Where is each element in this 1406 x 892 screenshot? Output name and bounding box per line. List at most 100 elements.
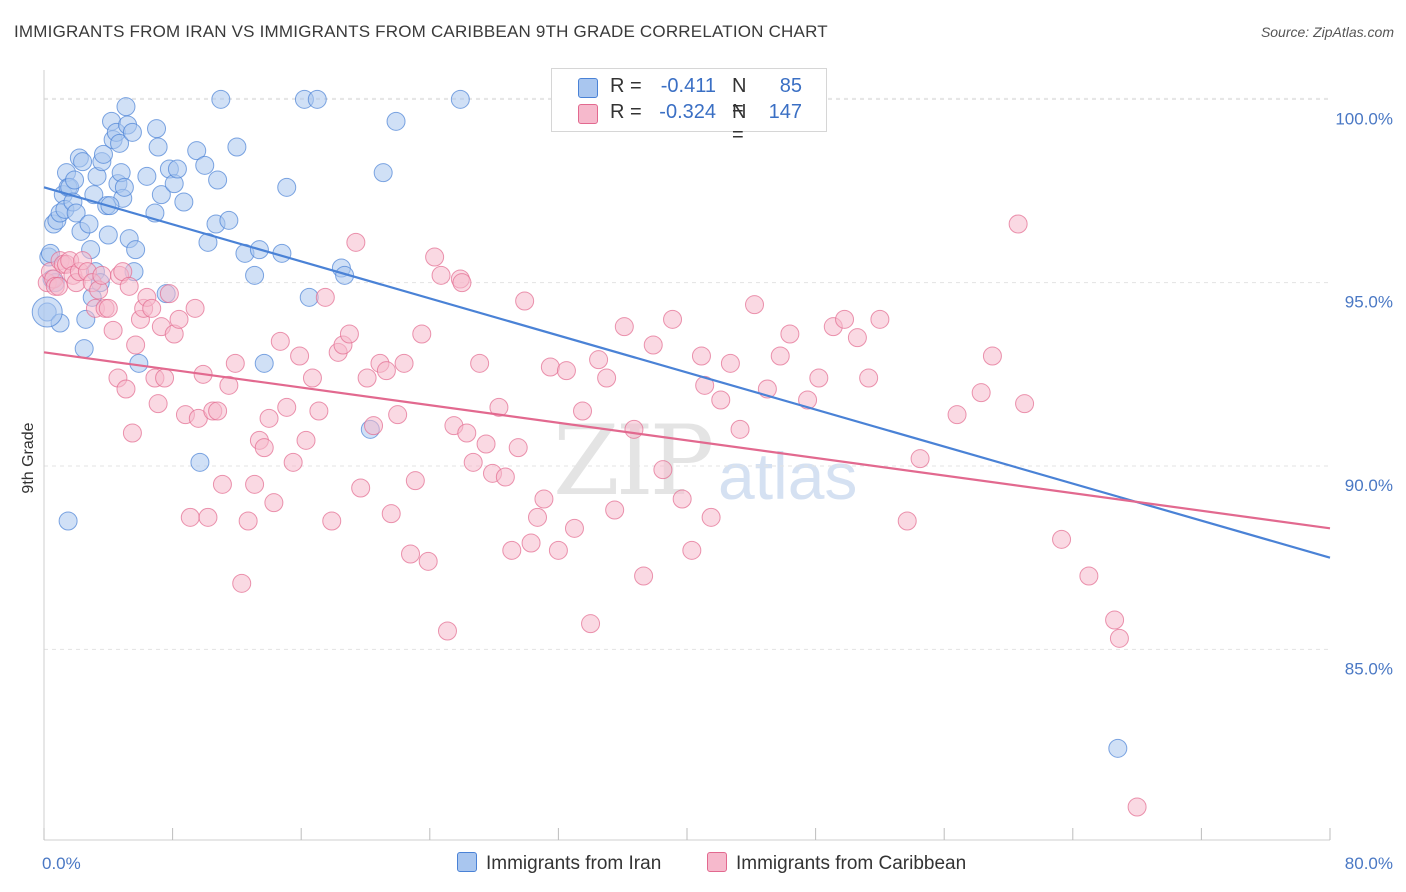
point-caribbean (643, 335, 663, 355)
point-caribbean (730, 419, 750, 439)
point-caribbean (798, 390, 818, 410)
point-caribbean (148, 394, 168, 414)
point-caribbean (691, 346, 711, 366)
point-caribbean (1015, 394, 1035, 414)
legend-swatch-caribbean (707, 852, 727, 872)
point-caribbean (745, 295, 765, 315)
point-caribbean (159, 284, 179, 304)
point-caribbean (476, 434, 496, 454)
axes (43, 70, 1331, 841)
point-caribbean (597, 368, 617, 388)
point-caribbean (431, 265, 451, 285)
point-caribbean (180, 507, 200, 527)
point-caribbean (1109, 628, 1129, 648)
point-iran (137, 166, 157, 186)
point-iran (335, 265, 355, 285)
y-axis-label: 9th Grade (20, 422, 37, 493)
point-iran (148, 137, 168, 157)
legend-label-iran: Immigrants from Iran (486, 853, 662, 874)
point-caribbean (412, 324, 432, 344)
point-iran (129, 353, 149, 373)
point-caribbean (663, 309, 683, 329)
point-caribbean (351, 478, 371, 498)
point-iran (187, 141, 207, 161)
point-caribbean (502, 540, 522, 560)
point-iran (198, 232, 218, 252)
n-label: N = (732, 101, 747, 146)
point-caribbean (515, 291, 535, 311)
y-tick-label: 90.0% (1345, 476, 1393, 495)
point-iran (84, 185, 104, 205)
point-iran (65, 170, 85, 190)
point-caribbean (1105, 610, 1125, 630)
point-caribbean (126, 335, 146, 355)
watermark-atlas: atlas (718, 439, 858, 513)
point-caribbean (528, 507, 548, 527)
legend-label-caribbean: Immigrants from Caribbean (736, 853, 967, 874)
point-caribbean (653, 460, 673, 480)
point-caribbean (489, 397, 509, 417)
r-value: -0.324 (659, 101, 716, 123)
point-caribbean (122, 423, 142, 443)
point-caribbean (835, 309, 855, 329)
y-tick-label: 85.0% (1345, 659, 1393, 678)
point-caribbean (470, 353, 490, 373)
point-caribbean (581, 614, 601, 634)
point-caribbean (589, 350, 609, 370)
series-iran-points (31, 89, 1128, 758)
point-caribbean (394, 353, 414, 373)
series-caribbean-points (37, 214, 1147, 817)
point-iran (93, 144, 113, 164)
point-caribbean (701, 507, 721, 527)
point-caribbean (495, 467, 515, 487)
point-caribbean (809, 368, 829, 388)
point-iran (98, 225, 118, 245)
point-caribbean (290, 346, 310, 366)
point-caribbean (401, 544, 421, 564)
grid-lines (44, 97, 1330, 650)
legend-swatch-iran (457, 852, 477, 872)
point-caribbean (910, 449, 930, 469)
point-caribbean (971, 383, 991, 403)
point-caribbean (437, 621, 457, 641)
axis-labels: 85.0% 90.0% 95.0% 100.0% 0.0% 80.0% 9th Grade (20, 109, 1393, 873)
point-caribbean (682, 540, 702, 560)
point-iran (373, 163, 393, 183)
point-caribbean (457, 423, 477, 443)
point-caribbean (770, 346, 790, 366)
point-caribbean (452, 273, 472, 293)
point-caribbean (695, 375, 715, 395)
point-caribbean (1079, 566, 1099, 586)
trend-line-caribbean (43, 351, 1331, 530)
point-caribbean (711, 390, 731, 410)
point-caribbean (897, 511, 917, 531)
point-caribbean (780, 324, 800, 344)
point-caribbean (508, 438, 528, 458)
n-value: 147 (768, 101, 802, 123)
point-caribbean (169, 309, 189, 329)
point-iran (208, 170, 228, 190)
point-caribbean (556, 361, 576, 381)
x-tick-label-min: 0.0% (42, 854, 81, 873)
point-iran (219, 210, 239, 230)
point-caribbean (463, 452, 483, 472)
point-iran (190, 452, 210, 472)
point-caribbean (212, 474, 232, 494)
point-caribbean (381, 504, 401, 524)
point-caribbean (376, 361, 396, 381)
point-caribbean (245, 474, 265, 494)
y-tick-label: 95.0% (1345, 293, 1393, 312)
point-caribbean (277, 397, 297, 417)
trend-lines (43, 186, 1331, 559)
point-caribbean (264, 493, 284, 513)
point-caribbean (254, 438, 274, 458)
r-value: -0.411 (660, 75, 716, 97)
point-caribbean (425, 247, 445, 267)
point-caribbean (573, 401, 593, 421)
point-caribbean (605, 500, 625, 520)
point-iran (1108, 738, 1128, 758)
point-caribbean (198, 507, 218, 527)
bottom-legend-caribbean: Immigrants from Caribbean (707, 852, 966, 875)
point-iran (58, 511, 78, 531)
